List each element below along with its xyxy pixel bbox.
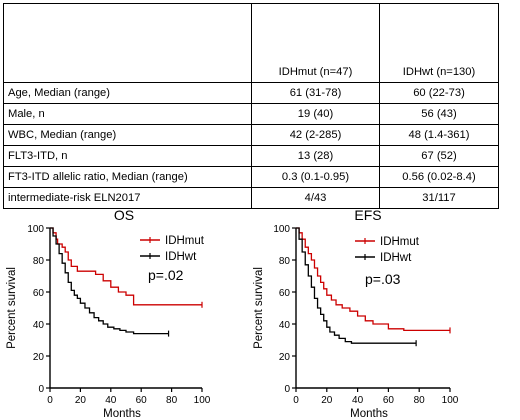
table-row: Male, n 19 (40) 56 (43) — [3, 103, 499, 125]
y-axis-label: Percent survival — [253, 267, 265, 349]
y-axis-label: Percent survival — [6, 267, 18, 349]
y-tick-label: 20 — [33, 352, 45, 363]
x-tick-label: 60 — [383, 395, 395, 406]
x-axis-label: Months — [103, 408, 141, 420]
y-tick-label: 0 — [284, 384, 290, 395]
legend-label-idhmut: IDHmut — [380, 236, 420, 248]
x-tick-label: 80 — [166, 395, 178, 406]
idhmut-value: 19 (40) — [251, 103, 380, 125]
patient-characteristics-table: IDHmut (n=47) IDHwt (n=130) Age, Median … — [3, 3, 499, 209]
survival-curve-idhmut — [296, 227, 450, 332]
y-tick-label: 100 — [27, 224, 44, 235]
header-cell — [3, 3, 252, 83]
idhwt-value: 31/117 — [379, 187, 499, 209]
legend-label-idhmut: IDHmut — [165, 235, 205, 247]
x-tick-label: 100 — [194, 395, 211, 406]
idhwt-value: 48 (1.4-361) — [379, 124, 499, 146]
table-row: intermediate-risk ELN2017 4/43 31/117 — [3, 187, 499, 209]
y-tick-label: 40 — [33, 320, 45, 331]
y-tick-label: 60 — [33, 288, 45, 299]
y-tick-label: 40 — [279, 320, 291, 331]
x-tick-label: 40 — [352, 395, 364, 406]
table-row: WBC, Median (range) 42 (2-285) 48 (1.4-3… — [3, 124, 499, 146]
row-label: Age, Median (range) — [3, 82, 252, 104]
chart-title: EFS — [354, 207, 381, 223]
y-tick-label: 100 — [273, 224, 290, 235]
y-tick-label: 60 — [279, 288, 291, 299]
x-axis-label: Months — [350, 408, 388, 420]
p-value-annotation: p=.02 — [148, 267, 184, 283]
survival-curve-idhmut — [50, 227, 202, 306]
x-tick-label: 20 — [75, 395, 87, 406]
survival-curve-idhwt — [50, 227, 169, 335]
chart-title: OS — [114, 207, 134, 223]
idhmut-value: 4/43 — [251, 187, 380, 209]
y-tick-label: 0 — [38, 384, 44, 395]
idhwt-value: 56 (43) — [379, 103, 499, 125]
legend-label-idhwt: IDHwt — [380, 252, 412, 264]
y-tick-label: 20 — [279, 352, 291, 363]
x-tick-label: 0 — [47, 395, 53, 406]
x-tick-label: 40 — [105, 395, 117, 406]
y-tick-label: 80 — [279, 256, 291, 267]
x-tick-label: 100 — [442, 395, 459, 406]
legend-label-idhwt: IDHwt — [165, 251, 197, 263]
table-row: FLT3-ITD, n 13 (28) 67 (52) — [3, 145, 499, 167]
y-tick-label: 80 — [33, 256, 45, 267]
x-tick-label: 80 — [414, 395, 426, 406]
p-value-annotation: p=.03 — [365, 271, 401, 287]
x-tick-label: 60 — [136, 395, 148, 406]
x-tick-label: 0 — [293, 395, 299, 406]
table-row: FT3-ITD allelic ratio, Median (range) 0.… — [3, 166, 499, 188]
survival-curve-idhwt — [296, 227, 417, 344]
row-label: intermediate-risk ELN2017 — [3, 187, 252, 209]
x-tick-label: 20 — [321, 395, 333, 406]
